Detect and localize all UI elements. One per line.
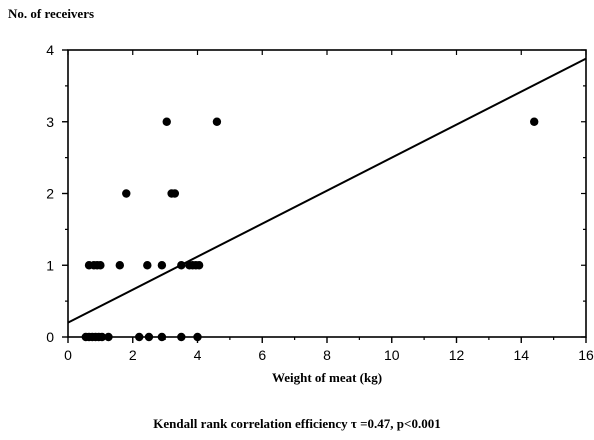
trendline	[67, 57, 587, 324]
x-axis-label: Weight of meat (kg)	[271, 370, 383, 385]
plot-frame	[67, 49, 587, 338]
y-tick-label: 4	[46, 42, 54, 58]
x-tick-label: 8	[323, 347, 331, 363]
data-point	[96, 261, 105, 270]
x-tick-label: 10	[384, 347, 400, 363]
data-point	[212, 117, 222, 126]
data-point	[157, 261, 167, 270]
points-layer	[81, 117, 539, 342]
data-point	[193, 332, 202, 342]
data-point	[104, 332, 113, 342]
y-tick-label: 0	[46, 329, 54, 345]
axes	[67, 49, 587, 338]
x-tick-label: 2	[129, 347, 137, 363]
data-point	[135, 332, 144, 342]
trendline-layer	[67, 57, 587, 324]
data-point	[170, 189, 180, 198]
y-axis-label: No. of receivers	[8, 6, 95, 21]
data-point	[177, 261, 186, 270]
x-tick-label: 14	[513, 347, 529, 363]
y-tick-label: 3	[46, 114, 54, 130]
data-point	[157, 332, 167, 342]
x-tick-label: 0	[64, 347, 72, 363]
data-point	[162, 117, 171, 126]
data-point	[144, 332, 154, 342]
x-tick-label: 12	[449, 347, 465, 363]
data-point	[122, 189, 131, 198]
data-point	[177, 332, 186, 342]
data-point	[194, 261, 204, 270]
x-tick-label: 16	[578, 347, 594, 363]
y-tick-label: 1	[46, 257, 54, 273]
data-point	[143, 261, 152, 270]
data-point	[115, 261, 125, 270]
x-tick-label: 4	[194, 347, 202, 363]
chart-caption: Kendall rank correlation efficiency τ =0…	[153, 416, 441, 431]
data-point	[97, 332, 107, 342]
y-tick-label: 2	[46, 186, 54, 202]
x-tick-label: 6	[258, 347, 266, 363]
data-point	[530, 117, 539, 126]
